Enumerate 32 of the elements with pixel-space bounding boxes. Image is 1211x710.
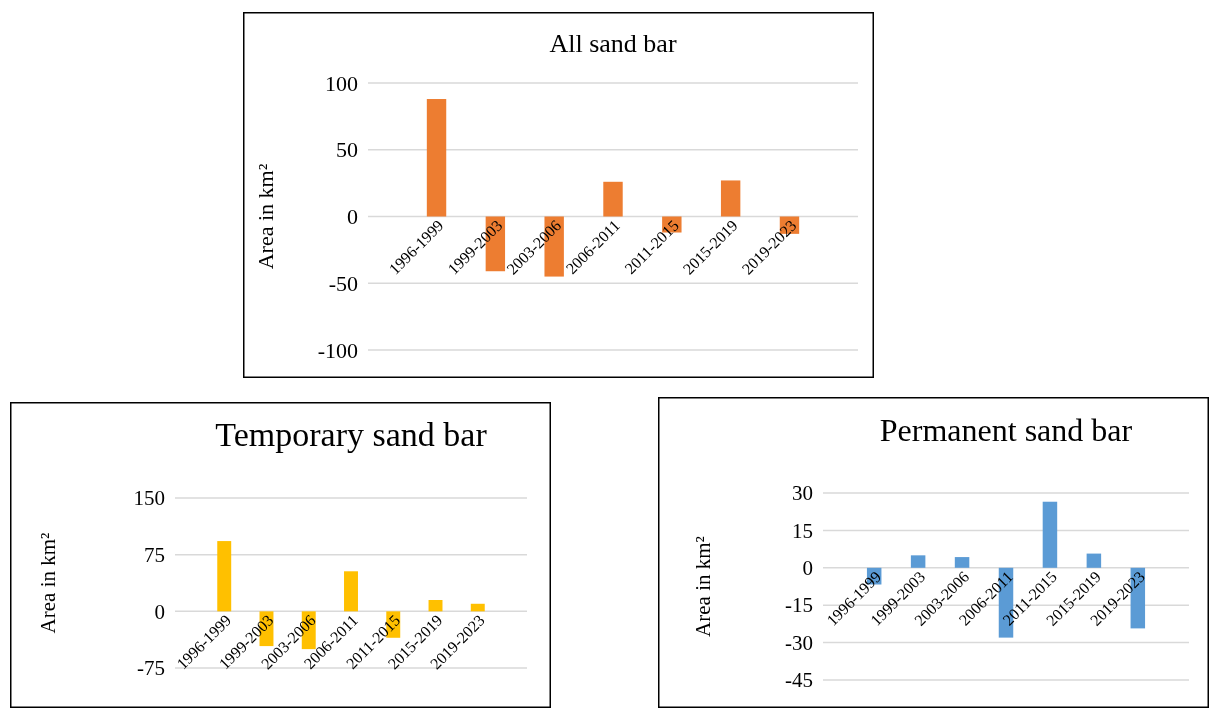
- y-axis-title: Area in km²: [691, 536, 715, 637]
- chart-title: Permanent sand bar: [879, 412, 1133, 448]
- bar: [217, 541, 232, 612]
- chart-title: All sand bar: [549, 29, 677, 58]
- y-tick-label: 0: [154, 599, 165, 624]
- chart-title: Temporary sand bar: [215, 416, 488, 453]
- y-tick-label: -75: [137, 656, 165, 681]
- y-tick-label: -45: [785, 668, 813, 693]
- y-tick-label: 50: [336, 137, 358, 163]
- y-tick-label: 75: [144, 542, 165, 567]
- bar: [470, 603, 485, 612]
- y-tick-label: 0: [802, 556, 813, 581]
- y-tick-label: 30: [792, 481, 813, 506]
- y-tick-label: 0: [347, 204, 358, 230]
- bar: [1042, 501, 1058, 568]
- y-tick-label: -100: [317, 337, 358, 363]
- y-tick-label: 15: [792, 518, 813, 543]
- y-tick-label: 100: [325, 70, 358, 96]
- y-tick-label: -15: [785, 593, 813, 618]
- y-axis-title: Area in km²: [253, 163, 278, 270]
- y-axis-title: Area in km²: [36, 532, 60, 634]
- bar: [720, 180, 741, 217]
- y-tick-label: -50: [328, 270, 358, 296]
- bar: [344, 571, 358, 612]
- bar: [910, 555, 926, 568]
- bar: [603, 181, 623, 217]
- y-tick-label: -30: [785, 630, 813, 655]
- bar: [954, 557, 970, 568]
- y-tick-label: 150: [133, 486, 165, 511]
- bar: [426, 99, 447, 217]
- bar: [1086, 553, 1102, 568]
- bar: [428, 600, 443, 612]
